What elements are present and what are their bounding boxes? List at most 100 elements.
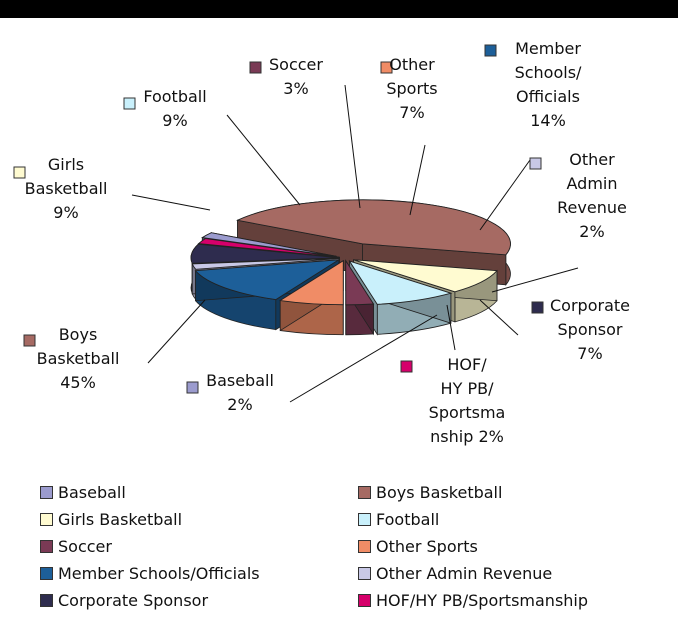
legend-label: Soccer <box>58 537 112 556</box>
data-label-line: HY PB/ <box>441 379 495 398</box>
data-label-hof: HOF/HY PB/Sportsma nship 2% <box>429 355 506 446</box>
label-swatch-football <box>123 97 136 110</box>
data-label-line: 2% <box>579 222 604 241</box>
data-label-line: 2% <box>227 395 252 414</box>
legend-label: Baseball <box>58 483 126 502</box>
data-label-other_admin: Other Admin Revenue 2% <box>557 150 627 241</box>
slice-member <box>194 259 340 301</box>
data-label-boys: Boys Basketball 45% <box>37 325 120 392</box>
data-label-member: Member Schools/Officials 14% <box>515 39 582 130</box>
slice-labels: Baseball 2% Boys Basketball 45% Girls Basketba… <box>13 39 630 446</box>
slice-other_admin <box>191 257 340 270</box>
leader-line-baseball <box>289 314 438 403</box>
legend-item-boys-basketball: Boys Basketball <box>358 480 658 505</box>
label-swatch-soccer <box>249 61 262 74</box>
leader-line-girls <box>131 194 211 211</box>
data-label-line: Football <box>143 87 206 106</box>
leader-line-hof <box>446 304 456 351</box>
label-swatch-boys <box>23 334 36 347</box>
data-label-line: HOF/ <box>447 355 487 374</box>
slice-boys <box>236 199 511 256</box>
leader-line-other_admin <box>491 267 579 293</box>
legend-label: Boys Basketball <box>376 483 503 502</box>
data-label-line: Basketball <box>25 179 108 198</box>
slice-girls <box>353 259 498 293</box>
legend-item-member-schools: Member Schools/Officials <box>40 561 358 586</box>
legend-label: Girls Basketball <box>58 510 183 529</box>
data-label-line: Girls <box>48 155 84 174</box>
data-label-line: Corporate <box>550 296 630 315</box>
label-swatch-baseball <box>186 381 199 394</box>
leader-line-soccer <box>344 84 361 209</box>
legend-swatch <box>40 486 53 499</box>
data-label-line: Member <box>515 39 581 58</box>
leader-line-football <box>226 114 301 206</box>
data-label-line: Admin <box>567 174 618 193</box>
legend-swatch <box>40 567 53 580</box>
slice-soccer <box>345 259 375 306</box>
legend-item-soccer: Soccer <box>40 534 358 559</box>
legend-swatch <box>40 540 53 553</box>
data-label-line: Sponsor <box>558 320 623 339</box>
legend-swatch <box>358 567 371 580</box>
label-swatch-other_sports <box>380 61 393 74</box>
data-label-line: 7% <box>577 344 602 363</box>
data-label-girls: Girls Basketball 9% <box>25 155 108 222</box>
legend-item-other-sports: Other Sports <box>358 534 658 559</box>
slice-other_sports <box>278 259 344 306</box>
slice-hof <box>197 238 340 258</box>
leader-line-member <box>479 159 531 231</box>
legend-label: Corporate Sponsor <box>58 591 209 610</box>
legend-swatch <box>358 540 371 553</box>
data-label-line: Schools/ <box>515 63 582 82</box>
data-label-line: 9% <box>53 203 78 222</box>
data-label-line: Basketball <box>37 349 120 368</box>
leader-line-other_sports <box>409 144 426 216</box>
leader-line-corporate <box>479 299 519 336</box>
label-swatch-corporate <box>531 301 544 314</box>
legend-label: Football <box>376 510 440 529</box>
data-label-line: Officials <box>516 87 580 106</box>
pie-chart: Baseball 2% Boys Basketball 45% Girls Basketba… <box>13 39 630 446</box>
data-label-line: Baseball <box>206 371 274 390</box>
legend-item-other-admin: Other Admin Revenue <box>358 561 658 586</box>
chart-legend: Baseball Boys Basketball Girls Basketbal… <box>40 480 660 613</box>
data-label-line: 3% <box>283 79 308 98</box>
legend-item-baseball: Baseball <box>40 480 358 505</box>
legend-item-corporate: Corporate Sponsor <box>40 588 358 613</box>
legend-item-football: Football <box>358 507 658 532</box>
legend-swatch <box>40 594 53 607</box>
data-label-football: Football 9% <box>143 87 206 130</box>
data-label-line: 14% <box>530 111 566 130</box>
data-label-corporate: Corporate Sponsor 7% <box>550 296 630 363</box>
label-swatch-girls <box>13 166 26 179</box>
data-label-line: Revenue <box>557 198 627 217</box>
pie-tops-layer <box>190 199 511 306</box>
data-label-line: 45% <box>60 373 96 392</box>
data-label-baseball: Baseball 2% <box>206 371 274 414</box>
slice-baseball <box>201 232 337 257</box>
legend-label: Other Admin Revenue <box>376 564 553 583</box>
data-label-line: Sports <box>386 79 437 98</box>
data-label-line: Other <box>569 150 615 169</box>
leader-line-boys <box>147 299 206 364</box>
legend-label: Other Sports <box>376 537 478 556</box>
data-label-line: Soccer <box>269 55 323 74</box>
label-swatch-member <box>484 44 497 57</box>
slice-football <box>348 260 453 305</box>
data-label-line: Sportsma <box>429 403 506 422</box>
slice-corporate <box>190 243 340 264</box>
legend-swatch <box>358 594 371 607</box>
legend-label: Member Schools/Officials <box>58 564 260 583</box>
data-label-line: 7% <box>399 103 424 122</box>
legend-label: HOF/HY PB/Sportsmanship <box>376 591 589 610</box>
data-label-soccer: Soccer 3% <box>269 55 323 98</box>
legend-item-girls-basketball: Girls Basketball <box>40 507 358 532</box>
data-label-line: nship 2% <box>430 427 504 446</box>
legend-item-hof: HOF/HY PB/Sportsmanship <box>358 588 658 613</box>
label-swatch-hof <box>400 360 413 373</box>
leader-lines <box>131 84 579 403</box>
top-border-bar <box>0 0 678 18</box>
legend-swatch <box>358 513 371 526</box>
data-label-other_sports: Other Sports 7% <box>386 55 437 122</box>
